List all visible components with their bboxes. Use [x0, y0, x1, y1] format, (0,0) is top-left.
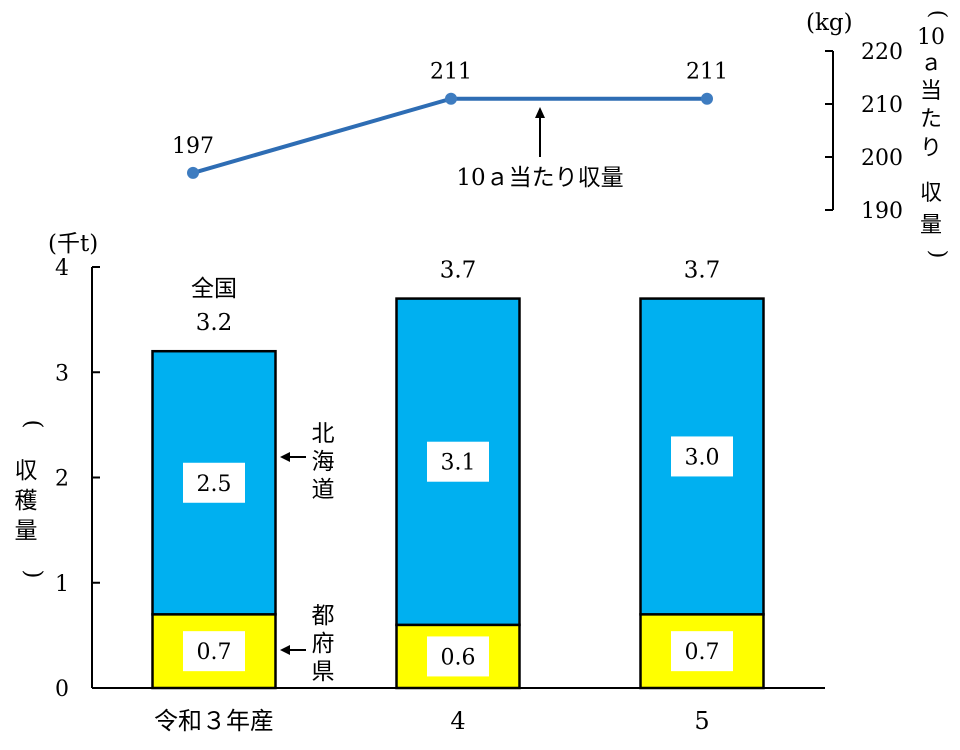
y-tick-label: 2	[55, 467, 69, 492]
line-y-axis-title-char: 10	[917, 25, 945, 50]
series-line	[192, 96, 707, 175]
line-y-tick-label: 210	[861, 93, 903, 118]
line-y-tick-label: 190	[861, 199, 903, 224]
line-y-axis-title-char: 量	[920, 213, 942, 238]
series-label-prefectures-char: 県	[312, 659, 335, 685]
data-label: 3.0	[685, 445, 720, 470]
series-label-hokkaido-char: 北	[312, 421, 335, 447]
arrowhead-hokkaido	[280, 452, 290, 462]
y-tick-label: 1	[55, 572, 69, 597]
category-label: 令和３年産	[154, 707, 274, 735]
series-label-hokkaido-char: 海	[312, 449, 335, 475]
line-y-axis-paren-close: )	[925, 250, 950, 259]
data-label: 0.6	[441, 645, 476, 670]
data-label: 0.7	[685, 640, 720, 665]
line-data-label: 211	[430, 60, 472, 85]
series-label-prefectures-char: 府	[312, 631, 335, 657]
arrowhead-prefectures	[280, 645, 290, 655]
data-label-box	[427, 441, 489, 482]
line-annotation: 10ａ当たり収量	[456, 165, 623, 191]
data-label-box	[427, 636, 489, 677]
y-axis-unit: (千t)	[48, 231, 98, 257]
category-label: 4	[450, 707, 465, 735]
line-y-axis-title-char: た	[920, 107, 942, 132]
data-point	[445, 92, 457, 105]
line-y-axis-title-char: 収	[920, 181, 942, 206]
y-tick-label: 0	[55, 677, 69, 702]
total-label: 3.7	[684, 258, 721, 284]
line-y-axis-unit: (kg)	[806, 10, 853, 36]
data-label: 3.1	[441, 451, 476, 476]
series-label-hokkaido-char: 道	[312, 477, 335, 503]
line-y-axis-title-char: ａ	[920, 51, 942, 76]
annotation-arrowhead	[535, 107, 545, 118]
y-tick-label: 4	[55, 256, 69, 281]
data-label-box	[671, 436, 733, 477]
data-label-box	[183, 462, 245, 503]
data-point	[701, 92, 713, 105]
line-y-axis-title-char: り	[920, 136, 942, 161]
data-label: 0.7	[197, 640, 232, 665]
line-data-label: 211	[686, 60, 728, 85]
data-label: 2.5	[197, 472, 232, 497]
y-tick-label: 3	[55, 361, 69, 386]
line-y-axis-title-char: 当	[920, 79, 942, 104]
y-axis-title-char: 量	[15, 518, 38, 544]
data-label-box	[671, 631, 733, 672]
data-point	[187, 166, 199, 179]
total-label: 3.2	[196, 310, 233, 336]
total-label: 3.7	[440, 258, 477, 284]
line-chart: 220 210 200 190 (kg) (10ａ当たり収量) 197 211 211 10ａ当た…	[172, 10, 950, 259]
y-axis-title-char: 穫	[15, 488, 38, 514]
line-data-label: 197	[172, 134, 214, 159]
y-axis-paren-close: )	[20, 570, 46, 579]
line-y-tick-label: 200	[861, 146, 903, 171]
line-y-tick-label: 220	[861, 40, 903, 65]
y-axis-title-char: 収	[15, 458, 38, 484]
data-label-box	[183, 631, 245, 672]
line-y-axis-paren-open: (	[925, 10, 950, 19]
series-label-prefectures-char: 都	[312, 603, 335, 629]
y-axis-paren-open: (	[20, 420, 46, 429]
category-label: 5	[694, 707, 709, 735]
total-prefix: 全国	[191, 276, 237, 302]
